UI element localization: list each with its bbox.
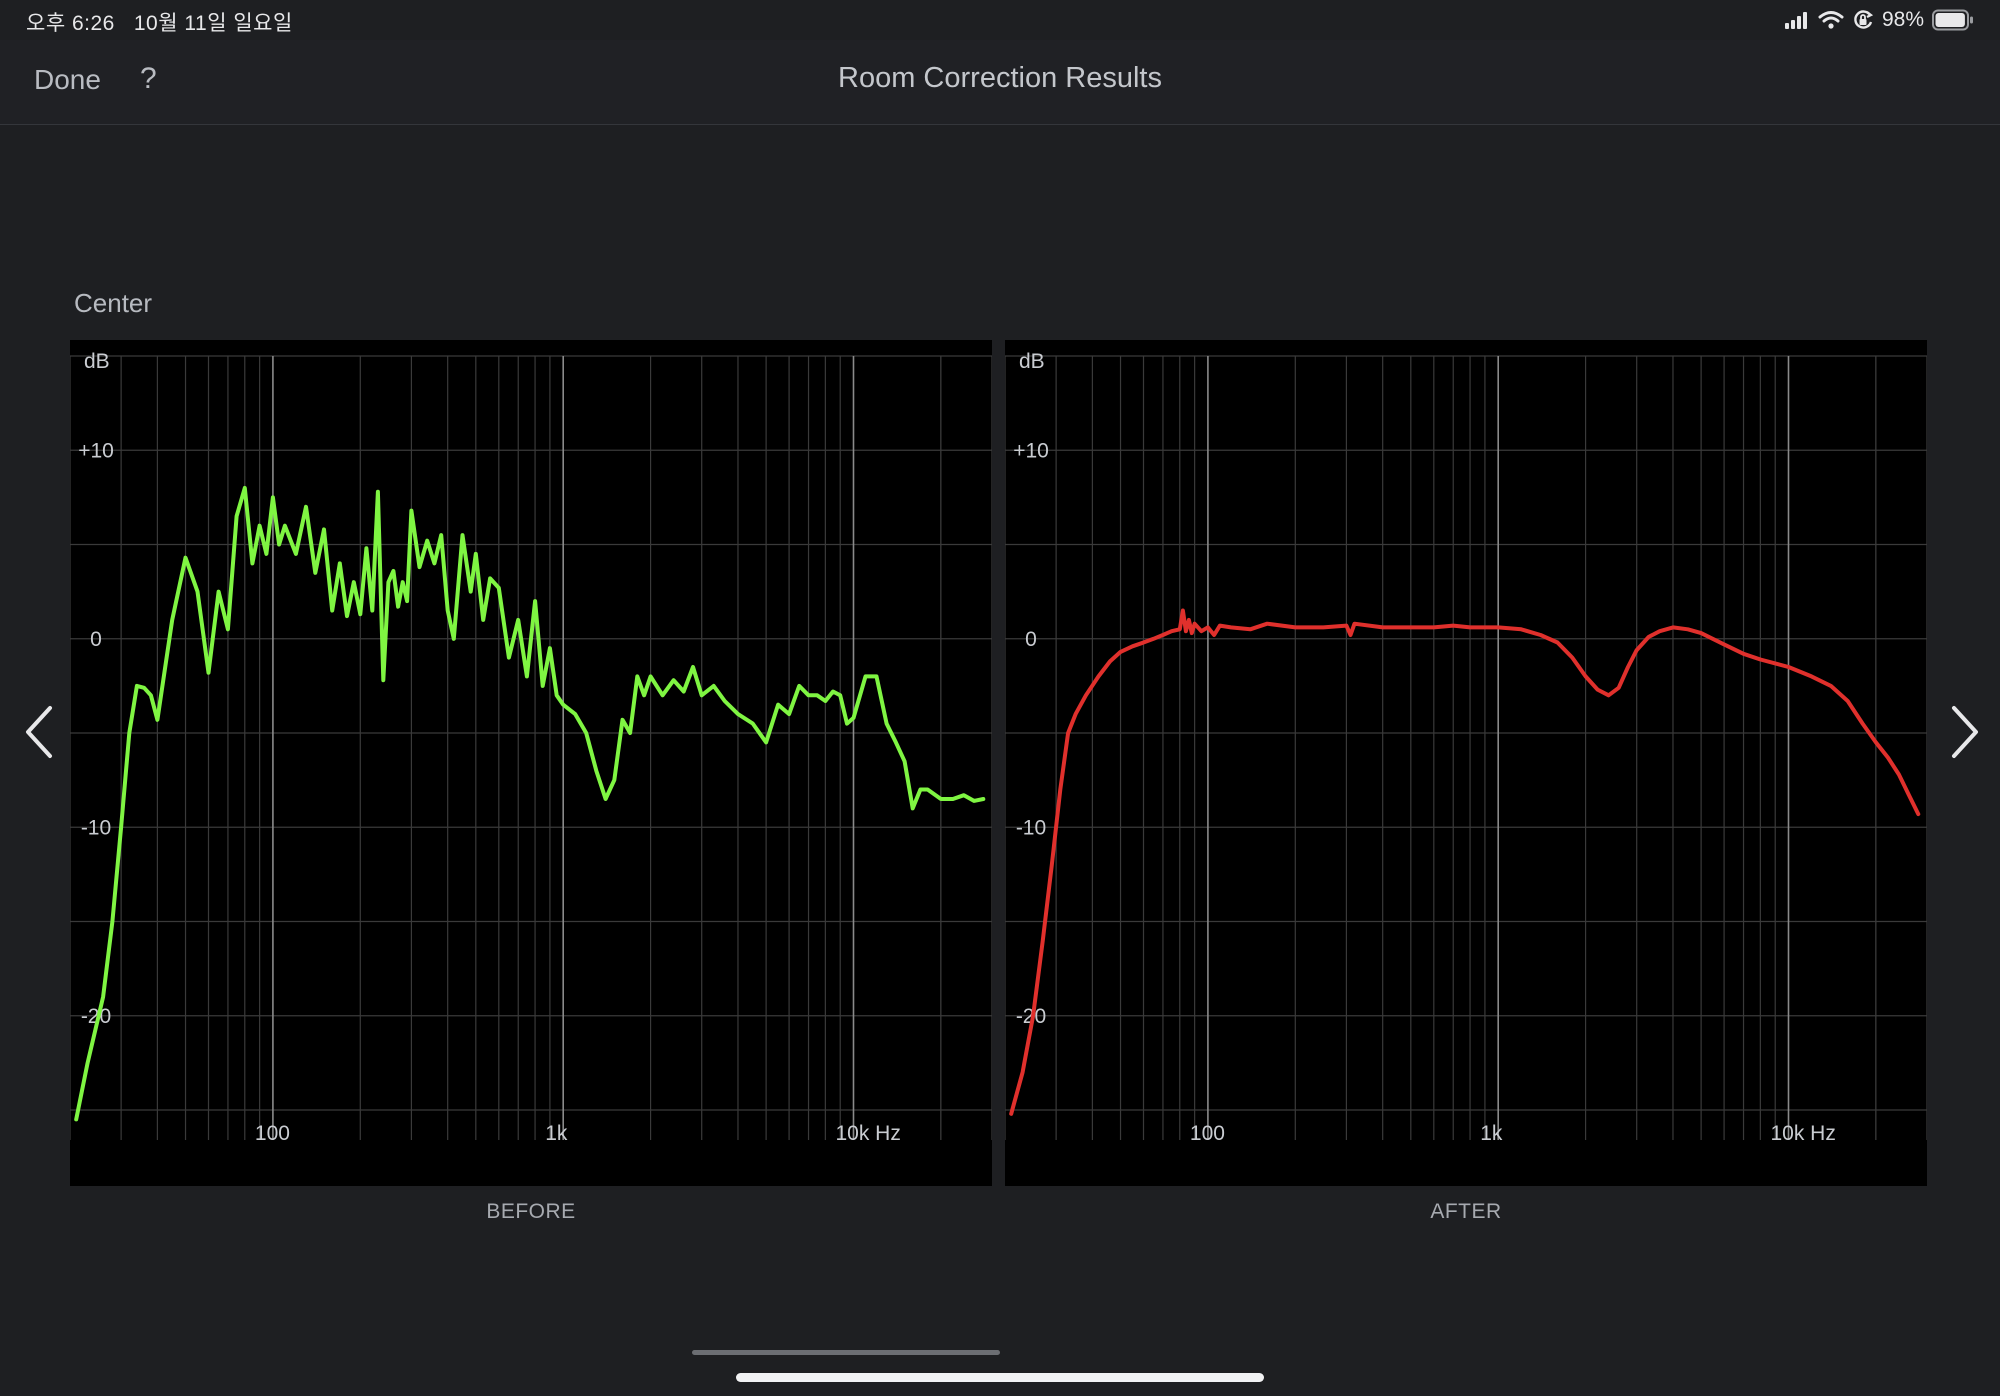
before-grid bbox=[70, 355, 992, 1140]
before-x-tick-label: 1k bbox=[545, 1122, 568, 1145]
after-y-tick-label: 0 bbox=[1025, 628, 1037, 651]
after-series-line bbox=[1009, 608, 1921, 1116]
after-x-tick-label: 10k Hz bbox=[1770, 1122, 1835, 1145]
done-button[interactable]: Done bbox=[34, 64, 101, 95]
before-series-line bbox=[74, 485, 986, 1122]
battery-percent: 98% bbox=[1881, 8, 1924, 31]
wifi-icon bbox=[1818, 11, 1844, 29]
status-time: 오후 6:26 10월 11일 일요일 bbox=[26, 7, 293, 37]
chevron-right-icon[interactable] bbox=[1942, 700, 1986, 764]
orientation-lock-icon bbox=[1854, 10, 1874, 29]
scroll-indicator bbox=[692, 1350, 1000, 1355]
help-button[interactable]: ? bbox=[140, 62, 157, 95]
after-x-tick-label: 100 bbox=[1190, 1122, 1225, 1145]
before-x-tick-label: 10k Hz bbox=[835, 1122, 900, 1145]
before-y-tick-label: -20 bbox=[81, 1005, 111, 1028]
before-x-tick-label: 100 bbox=[255, 1122, 290, 1145]
after-ylabel: dB bbox=[1019, 350, 1045, 373]
status-clock: 오후 6:26 bbox=[26, 12, 115, 35]
channel-label: Center bbox=[74, 288, 153, 318]
after-y-tick-label: +10 bbox=[1013, 439, 1049, 462]
after-grid bbox=[1005, 355, 1927, 1140]
before-y-tick-label: -10 bbox=[81, 816, 111, 839]
page-title: Room Correction Results bbox=[838, 62, 1162, 94]
after-y-tick-label: -10 bbox=[1016, 816, 1046, 839]
before-chart-caption: BEFORE bbox=[486, 1200, 576, 1223]
before-chart: dB +10 0 -10 -20 100 1k 10k Hz bbox=[70, 340, 992, 1186]
after-chart: dB +10 0 -10 -20 100 1k 10k Hz bbox=[1005, 340, 1927, 1186]
cellular-signal-icon bbox=[1784, 12, 1807, 29]
before-y-tick-label: 0 bbox=[90, 628, 102, 651]
status-date: 10월 11일 일요일 bbox=[133, 12, 293, 35]
before-chart-plot: dB +10 0 -10 -20 100 1k 10k Hz bbox=[70, 350, 992, 1145]
after-x-tick-label: 1k bbox=[1480, 1122, 1503, 1145]
after-chart-caption: AFTER bbox=[1430, 1200, 1502, 1223]
battery-icon bbox=[1932, 9, 1973, 31]
status-bar: 오후 6:26 10월 11일 일요일 98% bbox=[0, 0, 2000, 40]
before-y-tick-label: +10 bbox=[78, 439, 114, 462]
home-indicator[interactable] bbox=[736, 1373, 1264, 1382]
status-indicators: 98% bbox=[1784, 7, 1974, 33]
chevron-left-icon[interactable] bbox=[18, 700, 62, 764]
navigation-bar: Done ? Room Correction Results bbox=[0, 40, 2000, 125]
before-ylabel: dB bbox=[84, 350, 110, 373]
